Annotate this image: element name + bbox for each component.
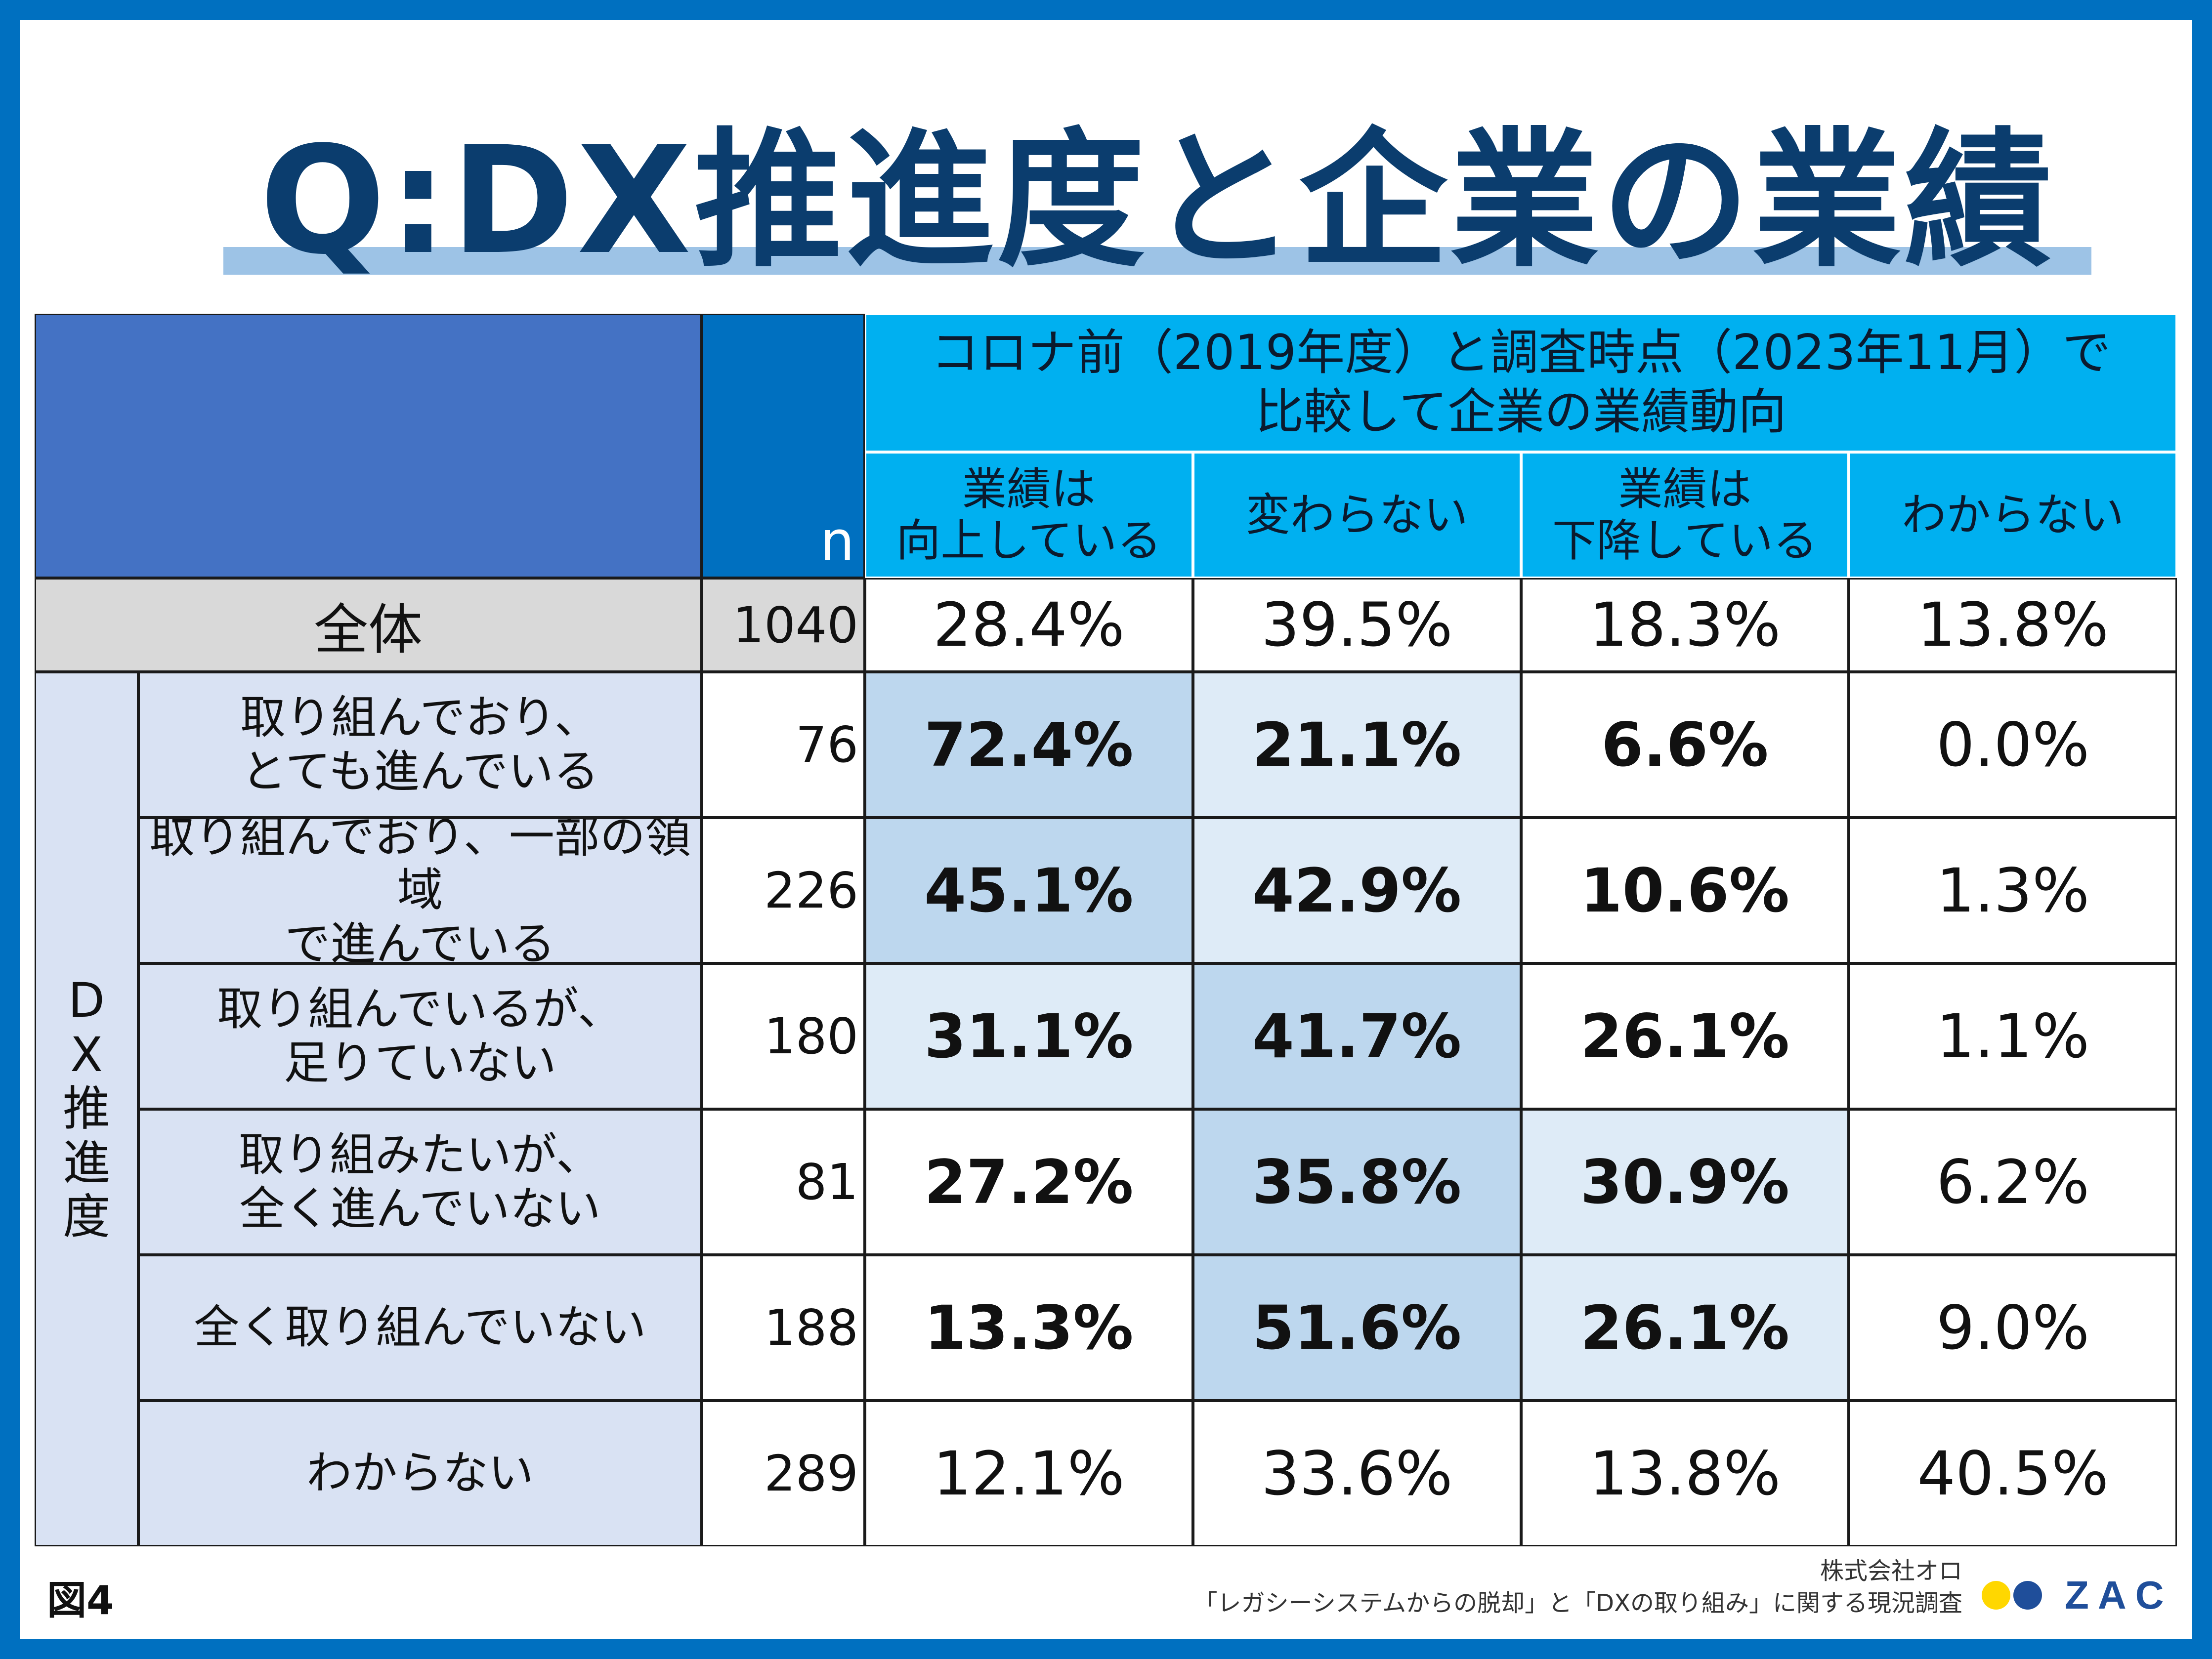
column-header: 業績は 下降している — [1521, 452, 1849, 578]
results-table: n コロナ前（2019年度）と調査時点（2023年11月）で 比較して企業の業績… — [35, 314, 2177, 1546]
value-cell: 1.3% — [1849, 818, 2177, 963]
total-row-n: 1040 — [702, 578, 865, 672]
source-company: 株式会社オロ — [1820, 1557, 1962, 1585]
row-label-line2: 足りていない — [283, 1036, 556, 1089]
title-underline — [223, 247, 2091, 275]
row-label: 取り組んでおり、 とても進んでいる — [138, 672, 702, 818]
row-label-line2: で進んでいる — [285, 917, 555, 963]
value-cell: 35.8% — [1192, 1109, 1521, 1255]
value-cell: 1.1% — [1849, 963, 2177, 1109]
value-cell: 33.6% — [1192, 1401, 1521, 1546]
value-cell: 12.1% — [865, 1401, 1193, 1546]
logo-dot-blue — [2013, 1581, 2042, 1610]
group-header-line2: 比較して企業の業績動向 — [1255, 384, 1787, 440]
dx-group-label-char: D — [68, 973, 105, 1029]
row-label-line2: 全く進んでいない — [239, 1182, 601, 1235]
row-n: 76 — [702, 672, 865, 818]
zac-logo: ZAC — [1982, 1573, 2172, 1618]
row-label: わからない — [138, 1401, 702, 1546]
total-value-cell: 13.8% — [1849, 578, 2177, 672]
value-cell: 40.5% — [1849, 1401, 2177, 1546]
group-header-line1: コロナ前（2019年度）と調査時点（2023年11月）で — [931, 325, 2111, 381]
total-value-cell: 39.5% — [1192, 578, 1521, 672]
column-header: わからない — [1849, 452, 2177, 578]
value-cell: 41.7% — [1192, 963, 1521, 1109]
page-title: Q:DX推進度と企業の業績 — [259, 115, 2055, 287]
logo-text: ZAC — [2065, 1573, 2173, 1617]
value-cell: 72.4% — [865, 672, 1193, 818]
row-label: 全く取り組んでいない — [138, 1255, 702, 1401]
value-cell: 31.1% — [865, 963, 1193, 1109]
value-cell: 45.1% — [865, 818, 1193, 963]
value-cell: 26.1% — [1521, 1255, 1849, 1401]
column-header-line1: 変わらない — [1245, 489, 1468, 541]
dx-group-label-char: 進 — [63, 1135, 110, 1191]
row-label-line1: わからない — [306, 1447, 534, 1500]
row-label-line1: 取り組んでおり、 — [240, 691, 600, 744]
row-label-line2: とても進んでいる — [241, 745, 599, 798]
dx-group-label-char: 度 — [63, 1189, 110, 1245]
column-header-line1: わからない — [1902, 489, 2125, 541]
column-header-line1: 業績は — [962, 463, 1096, 515]
value-cell: 0.0% — [1849, 672, 2177, 818]
value-cell: 13.3% — [865, 1255, 1193, 1401]
column-header: 業績は 向上している — [865, 452, 1193, 578]
value-cell: 21.1% — [1192, 672, 1521, 818]
column-header-line2: 向上している — [896, 514, 1162, 567]
total-value-cell: 18.3% — [1521, 578, 1849, 672]
value-cell: 9.0% — [1849, 1255, 2177, 1401]
value-cell: 26.1% — [1521, 963, 1849, 1109]
row-n: 188 — [702, 1255, 865, 1401]
row-label-line1: 全く取り組んでいない — [194, 1301, 646, 1354]
value-cell: 51.6% — [1192, 1255, 1521, 1401]
row-label-line1: 取り組みたいが、 — [238, 1128, 602, 1181]
source-survey: 「レガシーシステムからの脱却」と「DXの取り組み」に関する現況調査 — [1193, 1589, 1962, 1617]
value-cell: 27.2% — [865, 1109, 1193, 1255]
value-cell: 6.2% — [1849, 1109, 2177, 1255]
dx-group-label-char: X — [70, 1027, 103, 1082]
logo-dot-yellow — [1982, 1581, 2010, 1610]
row-label: 取り組んでおり、一部の領域 で進んでいる — [138, 818, 702, 963]
value-cell: 6.6% — [1521, 672, 1849, 818]
row-label: 取り組みたいが、 全く進んでいない — [138, 1109, 702, 1255]
row-label-line1: 取り組んでいるが、 — [217, 982, 623, 1036]
row-n: 81 — [702, 1109, 865, 1255]
value-cell: 42.9% — [1192, 818, 1521, 963]
column-header-line2: 下降している — [1552, 514, 1818, 567]
figure-label: 図4 — [47, 1577, 114, 1623]
row-n: 180 — [702, 963, 865, 1109]
value-cell: 13.8% — [1521, 1401, 1849, 1546]
column-header: 変わらない — [1192, 452, 1521, 578]
row-label-line1: 取り組んでおり、一部の領域 — [149, 818, 691, 917]
column-header-line1: 業績は — [1618, 463, 1752, 515]
value-cell: 10.6% — [1521, 818, 1849, 963]
dx-group-label-char: 推 — [63, 1081, 110, 1137]
total-value-cell: 28.4% — [865, 578, 1193, 672]
total-row-label: 全体 — [35, 578, 702, 672]
value-cell: 30.9% — [1521, 1109, 1849, 1255]
row-n: 226 — [702, 818, 865, 963]
row-label: 取り組んでいるが、 足りていない — [138, 963, 702, 1109]
header-corner — [35, 314, 702, 578]
n-column-header: n — [702, 314, 865, 578]
source-credit: 株式会社オロ 「レガシーシステムからの脱却」と「DXの取り組み」に関する現況調査 — [1194, 1555, 1962, 1619]
group-header: コロナ前（2019年度）と調査時点（2023年11月）で 比較して企業の業績動向 — [865, 314, 2177, 452]
row-n: 289 — [702, 1401, 865, 1546]
